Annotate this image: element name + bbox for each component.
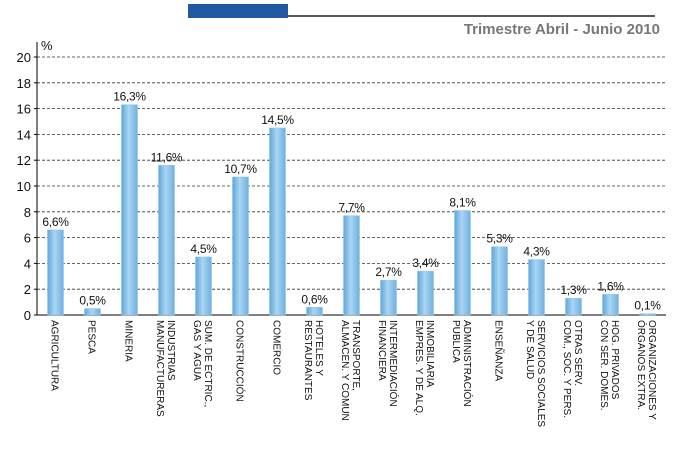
bar: [343, 215, 360, 316]
value-label: 8,1%: [449, 196, 476, 210]
value-label: 7,7%: [338, 201, 365, 215]
bar: [47, 229, 64, 316]
x-tick-label: HOTELES YRESTAURANTES: [302, 320, 324, 401]
x-tick-label: SUM. DE ECTRIC.,GAS Y AGUA: [191, 320, 213, 407]
x-tick-label: AGRICULTURA: [49, 320, 60, 391]
bar: [491, 246, 508, 316]
bar: [454, 210, 471, 316]
x-tick-label-line: INDUSTRIAS: [165, 320, 176, 381]
value-label: 2,7%: [375, 265, 402, 279]
x-tick-label: PESCA: [86, 320, 97, 354]
bar: [121, 104, 138, 316]
x-tick-label: INTERMEDIACIÓNFINANCIERA: [376, 320, 400, 407]
value-label: 11,6%: [151, 150, 183, 164]
y-tick-label: 2: [24, 282, 31, 297]
value-label: 4,5%: [190, 242, 217, 256]
x-tick-label-line: EMPRES. Y DE ALQ.: [413, 320, 424, 416]
x-tick-label-line: COM., SOC. Y PERS.: [561, 320, 572, 418]
y-tick-label: 14: [17, 127, 31, 142]
x-tick-label: INMOBILIARIAEMPRES. Y DE ALQ.: [413, 320, 435, 416]
bar: [269, 127, 286, 316]
x-tick-label-line: GAS Y AGUA: [191, 320, 202, 381]
x-tick-label: SERVICIOS SOCIALESY DE SALUD: [524, 320, 546, 427]
chart-title: Trimestre Abril - Junio 2010: [464, 21, 660, 38]
value-label: 4,3%: [523, 245, 550, 259]
x-tick-label-line: COMERCIO: [271, 320, 282, 375]
bar: [417, 270, 434, 316]
value-label: 1,6%: [597, 279, 624, 293]
x-tick-label-line: CONSTRUCCIÓN: [234, 320, 247, 402]
x-tick-label-line: INMOBILIARIA: [424, 320, 435, 388]
x-tick-label: COMERCIO: [271, 320, 282, 375]
x-tick-label-line: ÓRGANOS EXTRA.: [635, 320, 648, 410]
bar: [195, 256, 212, 316]
bar: [602, 294, 619, 316]
x-tick-label: ENSEÑANZA: [493, 320, 506, 381]
x-tick-label: HOG. PRIVADOSCON SER. DOMES.: [598, 320, 620, 411]
bar: [232, 176, 249, 316]
bar: [306, 307, 323, 316]
x-tick-label-line: TRANSPORTE,: [350, 320, 361, 391]
x-tick-label: CONSTRUCCIÓN: [234, 320, 247, 402]
y-tick-label: 6: [24, 231, 31, 246]
x-tick-label-line: MANUFACTURERAS: [154, 320, 165, 417]
y-tick-label: 16: [17, 102, 31, 117]
value-label: 3,4%: [412, 256, 439, 270]
y-tick-label: 4: [24, 256, 31, 271]
x-tick-label-line: ADMINISTRACIÓN: [461, 320, 474, 407]
y-tick-label: 20: [17, 50, 31, 65]
y-axis-label: %: [41, 38, 53, 53]
value-label: 6,6%: [42, 215, 69, 229]
x-tick-label: INDUSTRIASMANUFACTURERAS: [154, 320, 176, 417]
x-tick-label-line: Y DE SALUD: [524, 320, 535, 379]
x-tick-label: ADMINISTRACIÓNPUBLICA: [450, 320, 474, 407]
x-tick-label-line: SUM. DE ECTRIC.,: [202, 320, 213, 407]
x-tick-label: OTRAS SERV.COM., SOC. Y PERS.: [561, 320, 583, 418]
x-tick-label-line: HOTELES Y: [313, 320, 324, 376]
x-tick-label-line: HOG. PRIVADOS: [609, 320, 620, 400]
value-label: 10,7%: [224, 162, 257, 176]
value-label: 14,5%: [261, 113, 294, 127]
value-label: 0,6%: [301, 292, 328, 306]
bar: [380, 279, 397, 316]
value-label: 0,1%: [634, 299, 661, 313]
x-tick-label-line: ALMACEN. Y COMUN: [339, 320, 350, 421]
x-tick-label: TRANSPORTE,ALMACEN. Y COMUN: [339, 320, 361, 421]
y-tick-label: 12: [17, 153, 31, 168]
y-tick-label: 0: [24, 308, 31, 323]
x-tick-label-line: OTRAS SERV.: [572, 320, 583, 386]
x-tick-label-line: ENSEÑANZA: [493, 320, 506, 381]
bar: [639, 313, 656, 316]
x-tick-label-line: RESTAURANTES: [302, 320, 313, 401]
bar: [84, 308, 101, 316]
x-tick-label-line: PUBLICA: [450, 320, 461, 363]
value-label: 16,3%: [113, 90, 146, 104]
value-label: 5,3%: [486, 232, 513, 246]
x-tick-label: MINERIA: [123, 320, 134, 362]
x-tick-label-line: PESCA: [86, 320, 97, 354]
value-label: 0,5%: [79, 294, 106, 308]
y-tick-label: 18: [17, 76, 31, 91]
x-tick-label-line: MINERIA: [123, 320, 134, 362]
value-label: 1,3%: [560, 283, 587, 297]
x-tick-label-line: FINANCIERA: [376, 320, 387, 381]
x-tick-label: ORGANIZACIONES YÓRGANOS EXTRA.: [635, 320, 657, 420]
x-tick-label-line: CON SER. DOMES.: [598, 320, 609, 411]
bar: [158, 165, 175, 316]
x-tick-label-line: INTERMEDIACIÓN: [387, 320, 400, 407]
x-tick-label-line: SERVICIOS SOCIALES: [535, 320, 546, 427]
x-tick-label-line: AGRICULTURA: [49, 320, 60, 391]
bar: [565, 297, 582, 316]
y-tick-label: 10: [17, 179, 31, 194]
x-tick-label-line: ORGANIZACIONES Y: [646, 320, 657, 420]
y-tick-label: 8: [24, 205, 31, 220]
header-band: [188, 4, 288, 18]
bar: [528, 259, 545, 316]
